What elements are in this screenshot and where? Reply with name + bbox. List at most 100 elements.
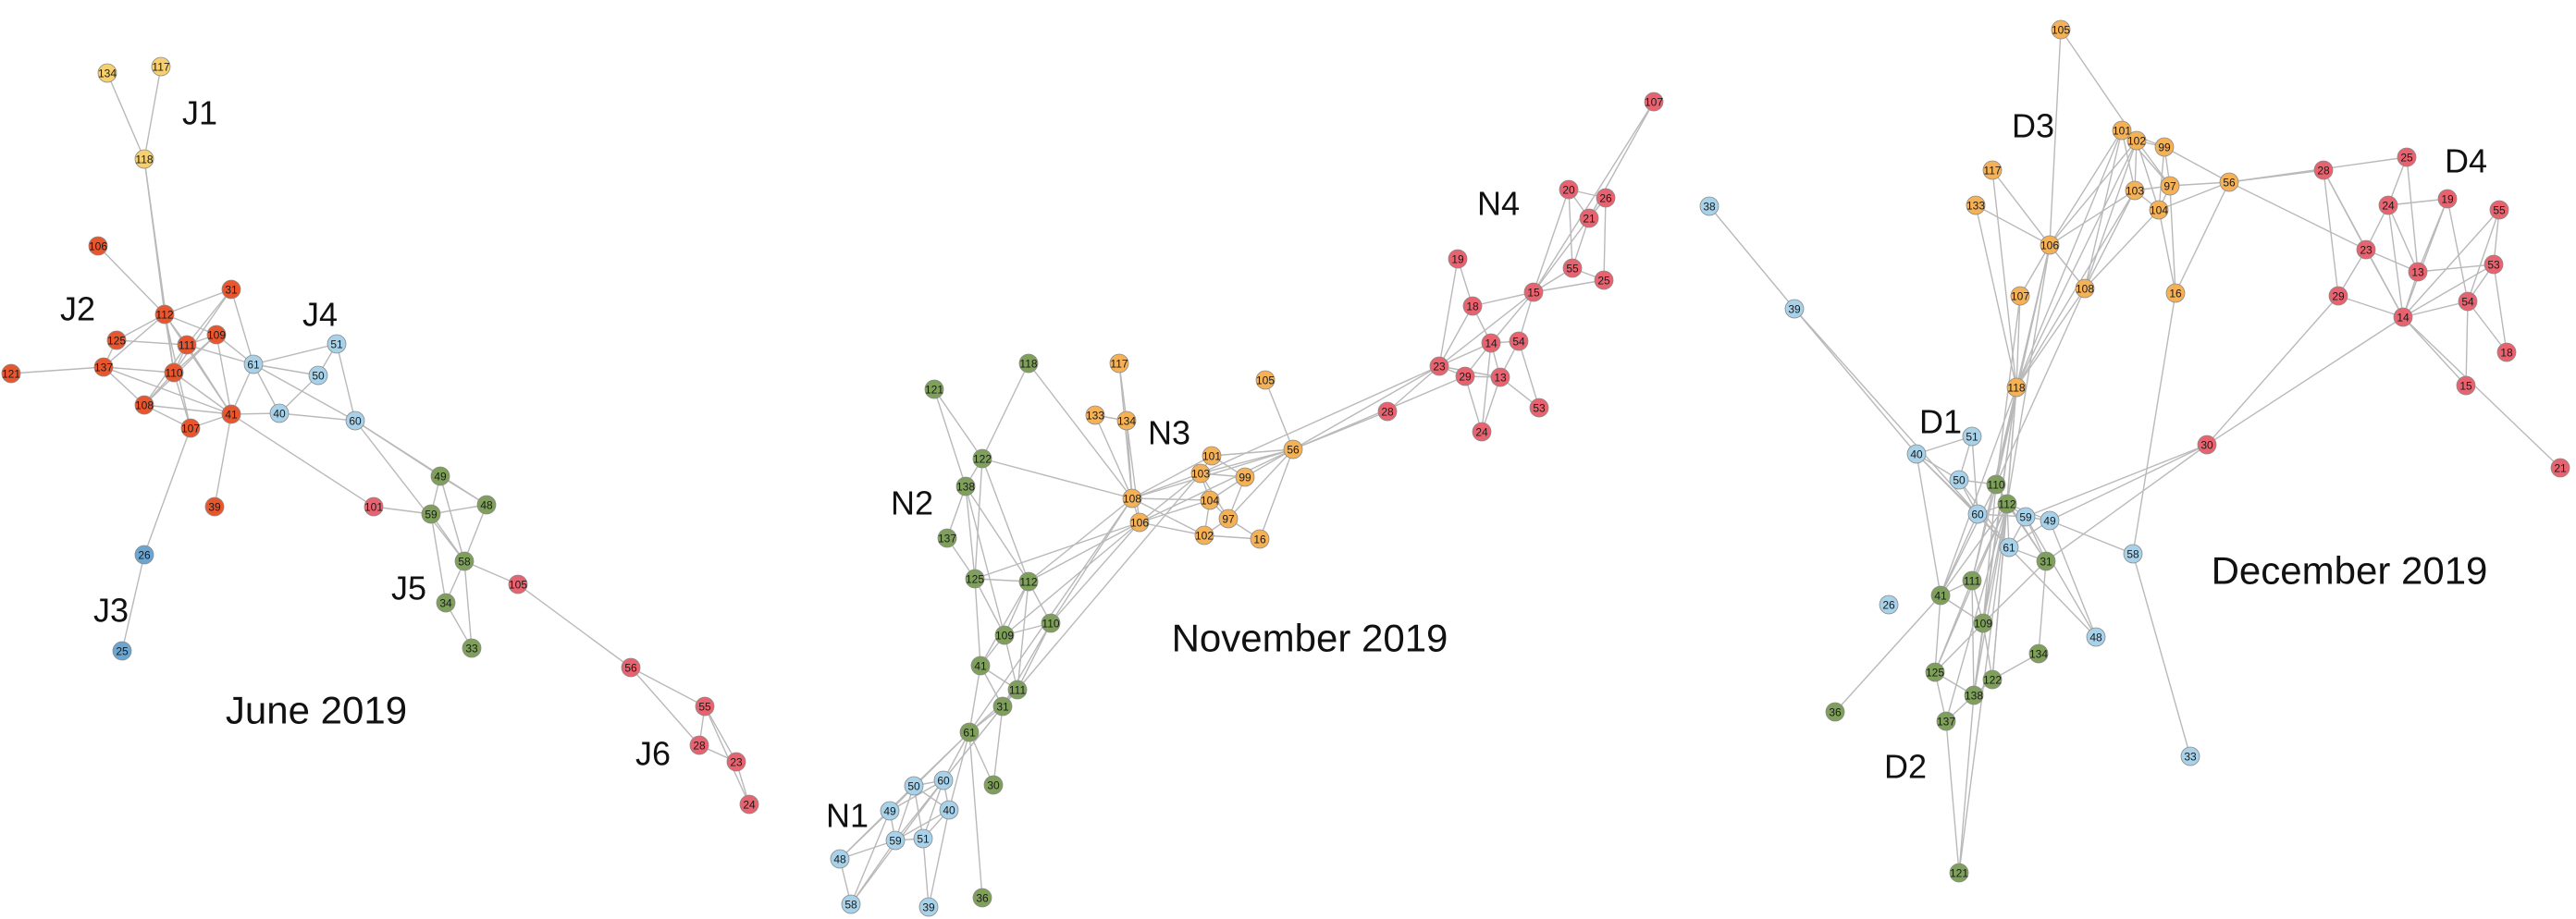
node-circle <box>2086 627 2106 647</box>
edge <box>968 731 983 899</box>
edge <box>2084 209 2160 289</box>
nodes-layer: 134 117 118 106 31 112 125 109 111 121 137 110 108 10… <box>1 19 2570 917</box>
node-label: 40 <box>1910 448 1923 461</box>
node-d4-25: 25 <box>2397 147 2417 167</box>
node-circle <box>1784 299 1805 319</box>
node-label: 40 <box>943 804 955 817</box>
node-label: 26 <box>1599 192 1612 205</box>
edge <box>1139 499 1211 523</box>
node-n3-99: 99 <box>1235 467 1255 487</box>
group-label-j1: J1 <box>182 94 217 132</box>
edge <box>463 560 473 649</box>
node-circle <box>2112 120 2132 141</box>
edge <box>839 839 896 860</box>
edge <box>336 343 356 422</box>
node-n2-111: 111 <box>1007 680 1028 700</box>
edge <box>2019 244 2051 297</box>
node-d4-23: 23 <box>2356 239 2376 260</box>
node-circle <box>1283 439 1303 460</box>
node-n1-49: 49 <box>880 801 900 821</box>
node-circle <box>88 236 108 256</box>
node-d1-50: 50 <box>1949 470 1969 490</box>
node-label: 99 <box>2158 141 2171 154</box>
node-label: 138 <box>956 481 975 494</box>
node-circle <box>1964 685 1984 705</box>
node-j1-117: 117 <box>151 56 171 77</box>
node-circle <box>2378 195 2398 215</box>
edge <box>2467 300 2508 353</box>
node-circle <box>621 657 641 678</box>
node-n3-134: 134 <box>1116 410 1137 431</box>
edge <box>2447 198 2469 302</box>
node-label: 137 <box>1937 716 1955 729</box>
edge <box>2006 244 2051 505</box>
node-circle <box>1999 537 2019 558</box>
node-circle <box>2180 746 2200 766</box>
edge <box>173 288 232 374</box>
node-n4-24: 24 <box>1472 422 1492 442</box>
node-n1-50: 50 <box>904 776 924 796</box>
node-circle <box>2015 507 2036 527</box>
edge <box>1050 521 1140 624</box>
node-label: 18 <box>1466 300 1479 313</box>
node-d4-29: 29 <box>2328 286 2348 306</box>
node-n1-59: 59 <box>885 830 906 851</box>
node-j2-112: 112 <box>154 304 175 325</box>
node-label: 58 <box>844 899 857 912</box>
edge <box>1973 503 2008 696</box>
edge <box>2038 560 2047 655</box>
node-circle <box>2484 254 2504 275</box>
edge <box>1028 497 1133 582</box>
node-j5-33: 33 <box>462 638 482 658</box>
node-d4-18: 18 <box>2496 342 2517 362</box>
edge <box>2417 263 2495 273</box>
node-label: 104 <box>1201 495 1219 508</box>
node-label: 104 <box>2150 204 2168 217</box>
node-label: 112 <box>1019 576 1037 589</box>
edge <box>230 288 254 365</box>
node-label: 41 <box>1934 590 1947 603</box>
node-label: 103 <box>1191 468 1210 481</box>
edges-layer <box>10 29 2561 908</box>
node-j5-59: 59 <box>421 504 441 524</box>
node-label: 137 <box>938 533 956 545</box>
node-label: 51 <box>330 338 343 351</box>
node-circle <box>689 735 709 755</box>
node-circle <box>2356 239 2376 260</box>
edge <box>2049 520 2134 555</box>
node-j6-23: 23 <box>726 752 746 772</box>
node-circle <box>327 334 347 354</box>
node-circle <box>1202 446 1222 466</box>
node-j2-137: 137 <box>93 357 114 377</box>
node-j2-108: 108 <box>134 395 154 415</box>
edge <box>968 665 981 733</box>
node-label: 21 <box>2554 462 2567 475</box>
node-circle <box>1481 333 1501 353</box>
node-j6-55: 55 <box>695 696 715 717</box>
node-circle <box>1509 331 1529 351</box>
node-label: 39 <box>1788 303 1801 316</box>
node-circle <box>994 625 1015 645</box>
node-label: 36 <box>1829 706 1842 719</box>
node-label: 111 <box>1009 684 1027 697</box>
edge <box>948 731 970 811</box>
node-circle <box>1962 570 1982 591</box>
edge <box>1017 472 1202 691</box>
edge <box>2323 169 2339 297</box>
node-circle <box>1122 488 1142 509</box>
edge <box>1131 455 1213 499</box>
node-d4-53: 53 <box>2484 254 2504 275</box>
node-label: 38 <box>1703 201 1716 214</box>
node-label: 101 <box>1202 450 1221 463</box>
node-d2-137: 137 <box>1936 711 1956 731</box>
node-label: 110 <box>165 367 182 380</box>
node-d3-102: 102 <box>2126 130 2147 151</box>
edge <box>1438 291 1535 367</box>
node-d1-59: 59 <box>2015 507 2036 527</box>
node-d2-122: 122 <box>1982 669 2003 690</box>
node-label: 24 <box>1475 426 1488 439</box>
node-circle <box>1699 196 1719 216</box>
node-label: 59 <box>889 835 902 848</box>
node-label: 48 <box>833 853 846 866</box>
node-n1-58: 58 <box>841 894 861 914</box>
